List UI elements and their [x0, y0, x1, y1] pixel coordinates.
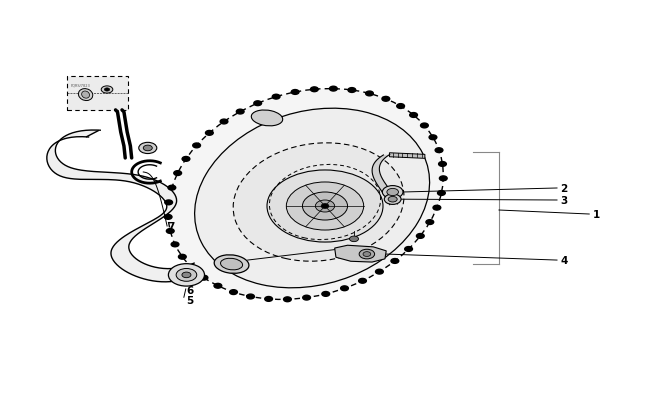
- Text: PQRS/7823: PQRS/7823: [70, 83, 90, 87]
- Text: 4: 4: [560, 256, 567, 265]
- Circle shape: [171, 242, 179, 247]
- Text: 3: 3: [560, 196, 567, 205]
- Ellipse shape: [79, 90, 93, 101]
- Circle shape: [188, 266, 196, 271]
- Circle shape: [220, 120, 228, 125]
- Bar: [67, 77, 129, 111]
- Text: 6: 6: [187, 286, 194, 295]
- Polygon shape: [47, 131, 194, 282]
- Ellipse shape: [233, 143, 404, 262]
- Circle shape: [376, 270, 384, 274]
- Circle shape: [166, 229, 174, 234]
- Text: 2: 2: [560, 183, 567, 194]
- Circle shape: [143, 146, 152, 151]
- Circle shape: [105, 89, 110, 92]
- Ellipse shape: [82, 92, 90, 99]
- Circle shape: [302, 192, 348, 220]
- Circle shape: [359, 279, 367, 284]
- Polygon shape: [389, 153, 425, 159]
- Circle shape: [330, 87, 337, 92]
- Circle shape: [321, 204, 329, 209]
- Text: 1: 1: [592, 209, 600, 220]
- Text: 5: 5: [187, 295, 194, 305]
- Text: 7: 7: [167, 222, 174, 231]
- Circle shape: [200, 275, 208, 280]
- Circle shape: [350, 237, 359, 242]
- Circle shape: [429, 136, 437, 140]
- Circle shape: [229, 290, 237, 295]
- Circle shape: [387, 189, 398, 196]
- Circle shape: [138, 143, 157, 154]
- Circle shape: [382, 186, 403, 199]
- Circle shape: [315, 200, 335, 213]
- Circle shape: [254, 102, 261, 107]
- Ellipse shape: [194, 109, 430, 288]
- Ellipse shape: [214, 255, 249, 274]
- Circle shape: [311, 87, 318, 92]
- Circle shape: [363, 252, 370, 257]
- Circle shape: [267, 171, 383, 243]
- Circle shape: [388, 197, 397, 202]
- Circle shape: [101, 87, 113, 94]
- Circle shape: [179, 255, 186, 260]
- Circle shape: [359, 249, 374, 259]
- Circle shape: [265, 297, 272, 302]
- Circle shape: [322, 292, 330, 296]
- Circle shape: [341, 286, 348, 291]
- Circle shape: [303, 296, 311, 300]
- Ellipse shape: [252, 111, 283, 126]
- Circle shape: [410, 113, 417, 118]
- Circle shape: [435, 148, 443, 153]
- Circle shape: [164, 215, 172, 220]
- Circle shape: [214, 284, 222, 288]
- Circle shape: [165, 200, 172, 205]
- Circle shape: [237, 110, 244, 115]
- Circle shape: [391, 259, 398, 264]
- Circle shape: [439, 162, 447, 167]
- Circle shape: [246, 294, 254, 299]
- Polygon shape: [335, 246, 386, 262]
- Circle shape: [174, 171, 181, 176]
- Circle shape: [182, 157, 190, 162]
- Ellipse shape: [220, 259, 242, 270]
- Circle shape: [182, 273, 191, 278]
- Ellipse shape: [168, 90, 443, 300]
- Circle shape: [405, 247, 413, 252]
- Circle shape: [193, 144, 200, 149]
- Circle shape: [176, 269, 197, 281]
- Circle shape: [205, 131, 213, 136]
- Circle shape: [437, 191, 445, 196]
- Circle shape: [421, 124, 428, 128]
- Circle shape: [272, 95, 280, 100]
- Circle shape: [417, 234, 424, 239]
- Circle shape: [433, 206, 441, 211]
- Circle shape: [168, 264, 205, 286]
- Circle shape: [291, 90, 299, 95]
- Circle shape: [439, 177, 447, 181]
- Circle shape: [168, 186, 176, 191]
- Circle shape: [382, 97, 390, 102]
- Circle shape: [384, 194, 401, 205]
- Circle shape: [283, 297, 291, 302]
- Circle shape: [426, 220, 434, 225]
- Circle shape: [287, 183, 363, 230]
- Circle shape: [365, 92, 373, 97]
- Circle shape: [348, 88, 356, 93]
- Polygon shape: [372, 155, 397, 205]
- Circle shape: [396, 104, 404, 109]
